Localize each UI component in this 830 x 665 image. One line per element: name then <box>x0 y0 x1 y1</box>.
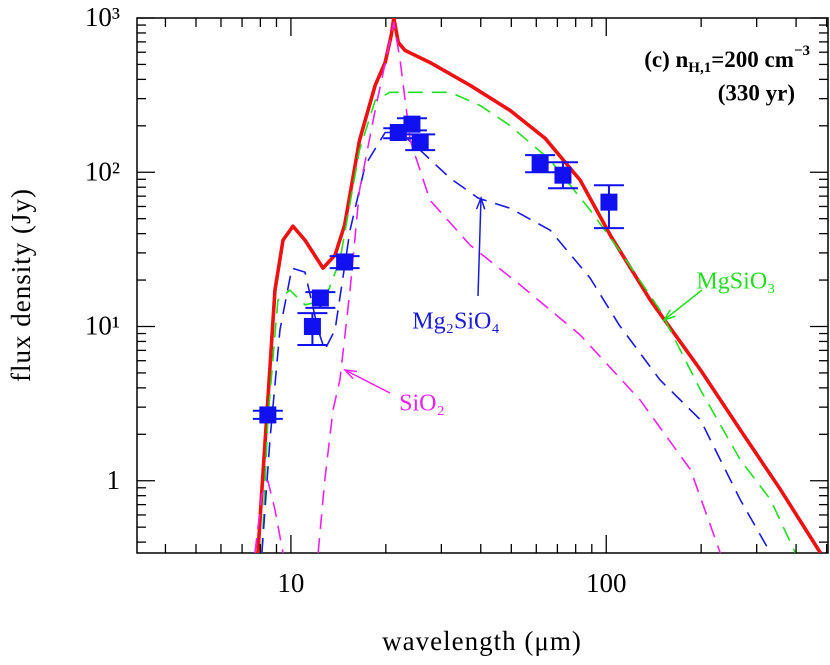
data-point-group <box>252 406 283 424</box>
y-tick-label: 1 <box>107 465 121 495</box>
data-point <box>311 289 329 307</box>
data-point-group <box>547 161 578 190</box>
data-point-group <box>305 289 336 309</box>
annotation-subscript: H,1 <box>688 60 711 76</box>
data-point <box>303 317 321 335</box>
label-arrow <box>663 289 703 321</box>
model-curve <box>261 91 797 553</box>
data-point <box>411 133 429 151</box>
model-curve <box>254 21 722 553</box>
annotation-superscript: −3 <box>794 43 810 59</box>
label-arrowhead <box>343 369 358 380</box>
y-axis-label: flux density (Jy) <box>6 188 36 382</box>
data-point <box>600 193 618 211</box>
label-arrowhead <box>662 309 676 322</box>
data-point <box>554 166 572 184</box>
data-point <box>531 154 549 172</box>
x-tick-label: 100 <box>586 568 627 598</box>
annotation-part: =200 cm <box>711 47 794 72</box>
y-tick-label: 10² <box>85 156 120 186</box>
data-point <box>336 253 354 271</box>
model-curve <box>261 131 772 553</box>
label-arrow <box>344 369 391 394</box>
data-point-group <box>329 253 360 271</box>
series-label: Mg₂SiO₄ <box>412 309 499 335</box>
annotation-line2: (330 yr) <box>718 80 795 105</box>
data-point <box>403 115 421 133</box>
plot-area <box>252 18 823 553</box>
data-point <box>259 406 277 424</box>
data-point-group <box>297 312 328 346</box>
annotation-part: (c) n <box>644 47 688 72</box>
data-point-group <box>525 154 556 174</box>
data-point <box>389 123 407 141</box>
x-axis-label: wavelength (μm) <box>382 626 582 656</box>
series-label: MgSiO₃ <box>696 269 775 295</box>
x-tick-label: 10 <box>277 568 304 598</box>
y-tick-label: 10³ <box>85 2 120 32</box>
data-point-group <box>383 123 414 141</box>
series-label: SiO₂ <box>399 391 445 417</box>
annotation-line1: (c) nH,1=200 cm−3 <box>644 43 810 76</box>
y-tick-label: 10¹ <box>85 311 120 341</box>
data-point-group <box>405 133 436 152</box>
data-point-group <box>593 184 624 230</box>
label-arrowhead <box>475 195 486 210</box>
label-arrow <box>477 197 482 297</box>
data-point-group <box>396 115 427 133</box>
plot-frame <box>136 17 829 554</box>
